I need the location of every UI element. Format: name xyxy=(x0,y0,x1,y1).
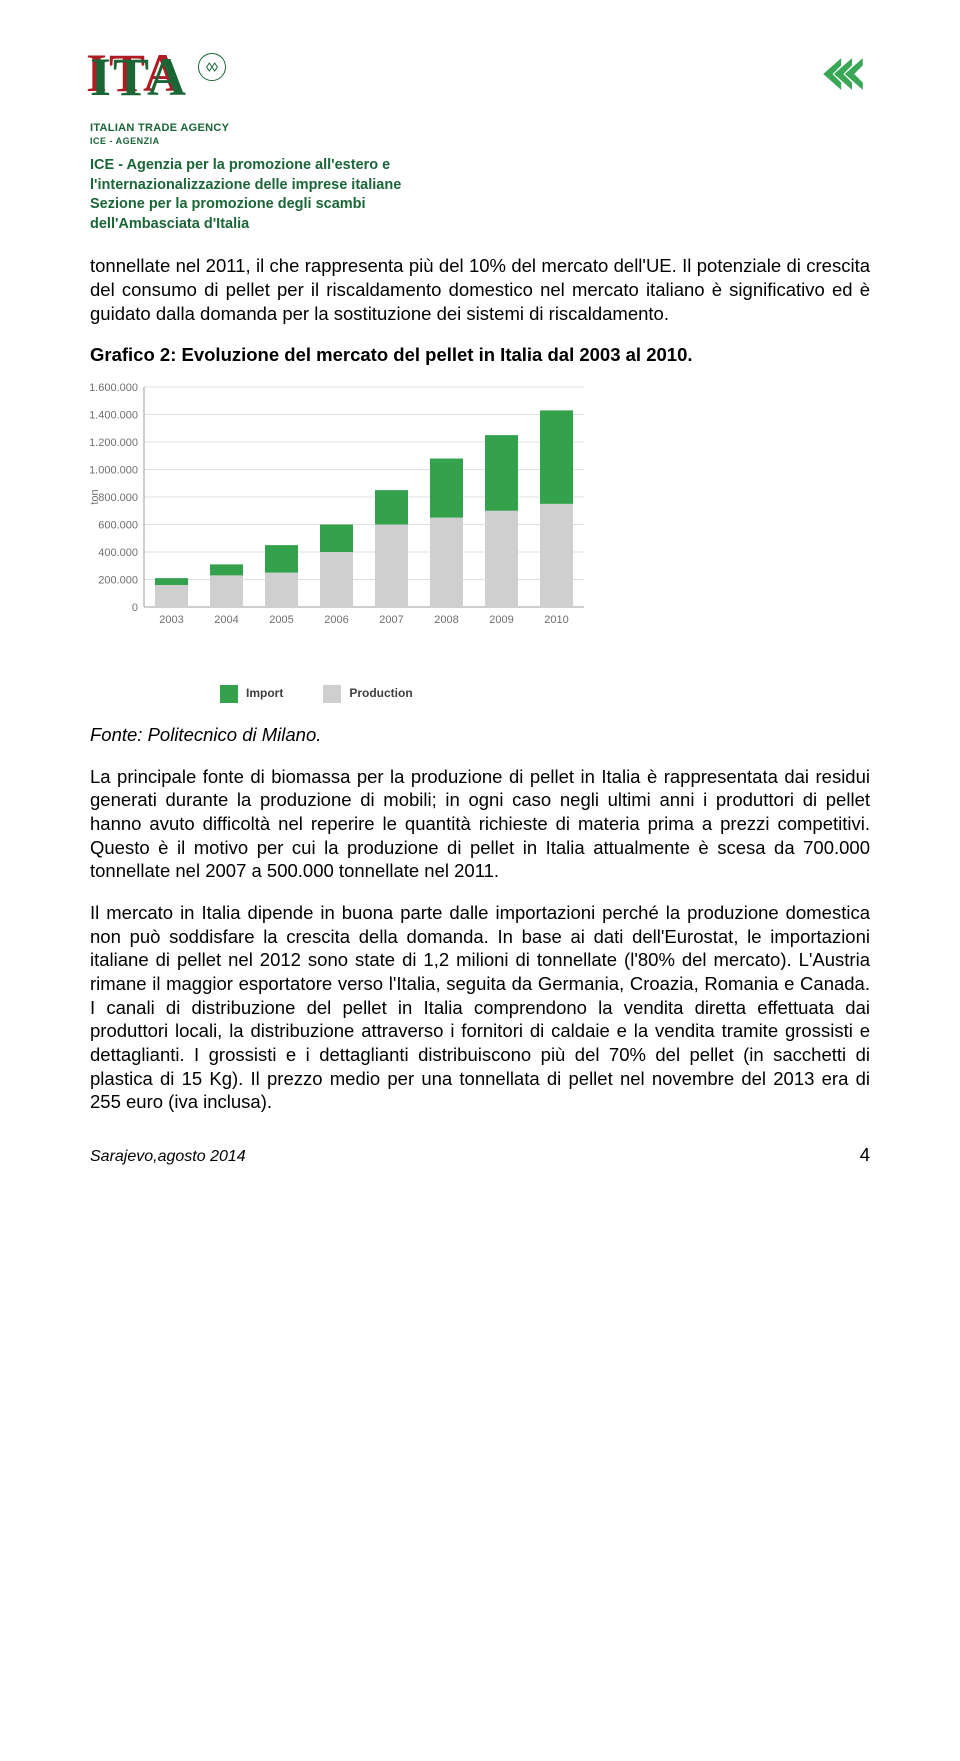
logo-tagline: ITALIAN TRADE AGENCY xyxy=(90,122,290,134)
arrows-icon xyxy=(798,50,870,103)
agency-line: ICE - Agenzia per la promozione all'este… xyxy=(90,156,870,176)
stacked-bar-chart: 0 200.000 400.000 600.000 800.000 1.000.000 1.… xyxy=(90,377,590,667)
svg-text:1.200.000: 1.200.000 xyxy=(90,437,138,449)
svg-text:400.000: 400.000 xyxy=(98,547,138,559)
svg-text:800.000: 800.000 xyxy=(98,492,138,504)
svg-text:2005: 2005 xyxy=(269,614,293,626)
svg-text:2010: 2010 xyxy=(544,614,568,626)
svg-text:ton: ton xyxy=(90,489,101,504)
legend-label-import: Import xyxy=(246,686,283,701)
svg-text:1.000.000: 1.000.000 xyxy=(90,464,138,476)
svg-text:1.400.000: 1.400.000 xyxy=(90,409,138,421)
logo-subtag: ICE - AGENZIA xyxy=(90,136,290,146)
svg-text:2004: 2004 xyxy=(214,614,238,626)
paragraph-1: tonnellate nel 2011, il che rappresenta … xyxy=(90,254,870,325)
svg-text:200.000: 200.000 xyxy=(98,574,138,586)
page-number: 4 xyxy=(860,1144,870,1166)
svg-text:2009: 2009 xyxy=(489,614,513,626)
footer: Sarajevo,agosto 2014 4 xyxy=(90,1144,870,1166)
paragraph-3: Il mercato in Italia dipende in buona pa… xyxy=(90,901,870,1114)
svg-text:0: 0 xyxy=(132,602,138,614)
agency-line: Sezione per la promozione degli scambi xyxy=(90,195,870,215)
svg-text:2003: 2003 xyxy=(159,614,183,626)
agency-line: dell'Ambasciata d'Italia xyxy=(90,215,870,235)
svg-text:2006: 2006 xyxy=(324,614,348,626)
agency-description: ICE - Agenzia per la promozione all'este… xyxy=(90,156,870,234)
body-content: tonnellate nel 2011, il che rappresenta … xyxy=(90,254,870,1114)
chart-legend: Import Production xyxy=(220,685,870,703)
paragraph-2: La principale fonte di biomassa per la p… xyxy=(90,765,870,883)
ita-logo: ITA ITA xyxy=(90,50,290,120)
legend-import: Import xyxy=(220,685,283,703)
logo-block: ITA ITA ITALIAN TRADE AGENCY ICE - AGENZ… xyxy=(90,50,290,146)
legend-production: Production xyxy=(323,685,412,703)
svg-text:2008: 2008 xyxy=(434,614,458,626)
legend-swatch-import xyxy=(220,685,238,703)
footer-location-date: Sarajevo,agosto 2014 xyxy=(90,1148,246,1166)
chart-container: 0 200.000 400.000 600.000 800.000 1.000.000 1.… xyxy=(90,377,870,703)
chart-title: Grafico 2: Evoluzione del mercato del pe… xyxy=(90,343,870,367)
agency-line: l'internazionalizzazione delle imprese i… xyxy=(90,176,870,196)
header: ITA ITA ITALIAN TRADE AGENCY ICE - AGENZ… xyxy=(90,50,870,146)
legend-swatch-production xyxy=(323,685,341,703)
svg-text:1.600.000: 1.600.000 xyxy=(90,382,138,394)
chart-source: Fonte: Politecnico di Milano. xyxy=(90,723,870,747)
svg-text:600.000: 600.000 xyxy=(98,519,138,531)
globe-icon xyxy=(198,53,226,81)
svg-text:2007: 2007 xyxy=(379,614,403,626)
legend-label-production: Production xyxy=(349,686,412,701)
